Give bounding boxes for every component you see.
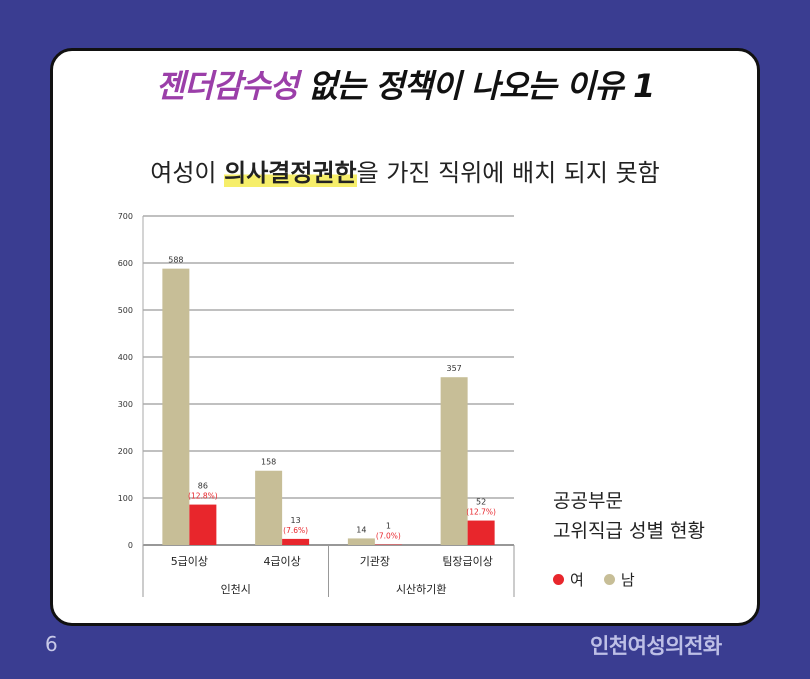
data-label-male: 588 [168, 256, 183, 265]
data-label-female: 1 [386, 522, 391, 531]
x-tick-label: 팀장급이상 [442, 555, 493, 568]
bar-female [189, 504, 217, 545]
data-label-male: 158 [261, 458, 276, 467]
y-tick-label: 700 [118, 212, 133, 221]
y-tick-label: 500 [118, 306, 133, 315]
data-label-female-pct: (7.0%) [376, 532, 401, 541]
side-title-line1: 공공부문 [553, 490, 623, 512]
x-tick-label: 기관장 [360, 555, 390, 568]
group-label: 인천시 [221, 582, 251, 596]
x-tick-label: 4급이상 [263, 555, 300, 568]
bar-male [347, 538, 375, 545]
data-label-male: 14 [356, 525, 366, 534]
bar-male [255, 470, 283, 545]
legend-male-swatch [603, 574, 615, 585]
legend-female-swatch [553, 574, 564, 585]
y-tick-label: 200 [118, 447, 133, 456]
y-tick-label: 300 [118, 400, 133, 409]
data-label-female-pct: (12.7%) [466, 508, 496, 517]
x-tick-label: 5급이상 [171, 555, 208, 568]
legend-female-label: 여 [570, 571, 584, 589]
data-label-male: 357 [446, 364, 461, 373]
data-label-female: 52 [476, 498, 486, 507]
title-rest: 없는 정책이 나오는 이유 1 [297, 67, 655, 105]
bar-female [282, 538, 310, 545]
data-label-female-pct: (7.6%) [283, 526, 308, 535]
legend-male-label: 남 [620, 571, 635, 589]
y-tick-label: 100 [118, 494, 133, 503]
side-title-line2: 고위직급 성별 현황 [553, 520, 705, 542]
chart-legend: 여 남 [553, 569, 635, 590]
page-number: 6 [45, 632, 58, 656]
bar-male [162, 268, 190, 545]
brand-logo-text: 인천여성의전화 [590, 634, 722, 658]
subtitle: 여성이 의사결정권한을 가진 직위에 배치 되지 못함 [53, 153, 757, 188]
y-tick-label: 0 [128, 541, 133, 550]
page-title: 젠더감수성 없는 정책이 나오는 이유 1 [53, 61, 757, 107]
data-label-female: 13 [291, 516, 301, 525]
data-label-female-pct: (12.8%) [188, 492, 218, 501]
chart-side-title: 공공부문 고위직급 성별 현황 [553, 486, 705, 546]
title-accent: 젠더감수성 [155, 67, 299, 105]
group-label: 시산하기환 [396, 582, 447, 596]
y-tick-label: 400 [118, 353, 133, 362]
bar-female [467, 520, 495, 545]
y-tick-label: 600 [118, 259, 133, 268]
subtitle-pre: 여성이 [150, 159, 225, 187]
subtitle-highlight: 의사결정권한 [224, 159, 357, 187]
bar-male [440, 377, 468, 545]
subtitle-post: 을 가진 직위에 배치 되지 못함 [356, 159, 660, 187]
data-label-female: 86 [198, 482, 208, 491]
